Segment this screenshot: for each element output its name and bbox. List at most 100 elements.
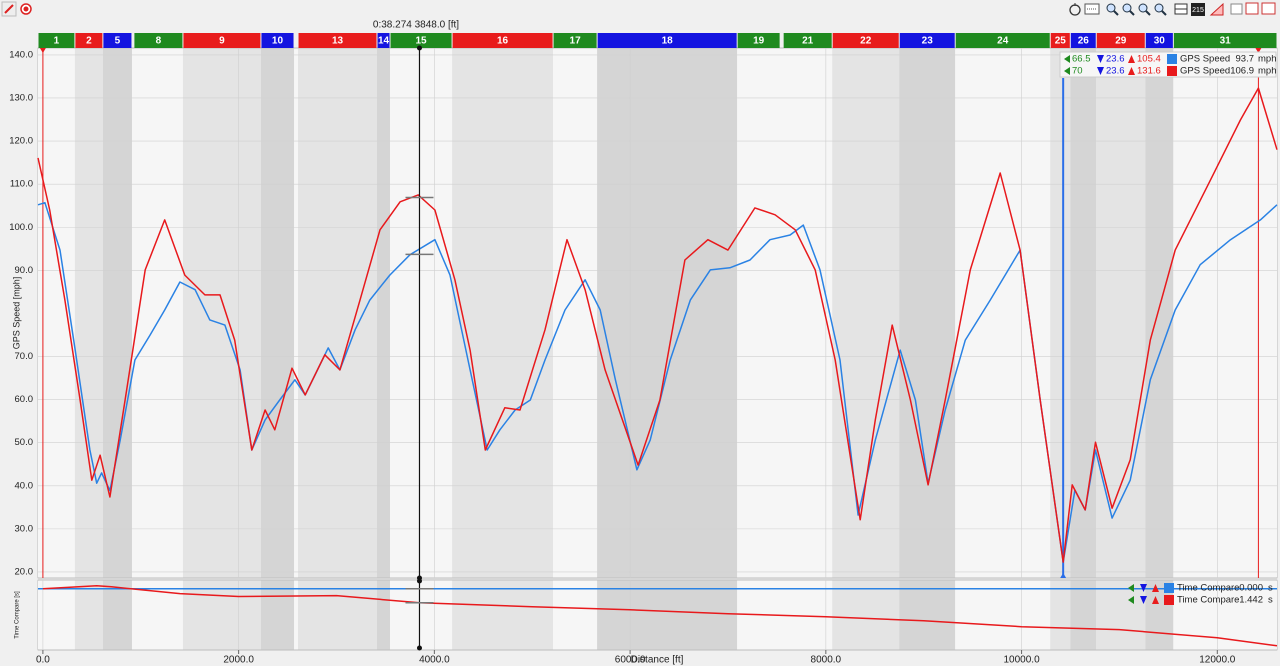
section-label: 17 xyxy=(570,36,582,47)
y-tick-label: 60.0 xyxy=(15,394,34,405)
marker-triangle xyxy=(39,48,46,53)
x-tick-label: 2000.0 xyxy=(223,655,254,666)
y-tick-label: 40.0 xyxy=(15,480,34,491)
y-tick-label: 20.0 xyxy=(15,566,34,577)
max-icon xyxy=(1128,55,1135,63)
section-label: 19 xyxy=(753,36,765,47)
x-tick-label: 10000.0 xyxy=(1003,655,1040,666)
legend-min: 23.6 xyxy=(1106,54,1125,65)
section-band xyxy=(377,48,391,578)
section-band xyxy=(74,580,103,650)
legend-max: 131.6 xyxy=(1137,66,1161,77)
section-band xyxy=(260,48,295,578)
section-block xyxy=(390,33,452,48)
section-band xyxy=(553,580,598,650)
y-tick-label: 30.0 xyxy=(15,523,34,534)
legend-value: 106.9 xyxy=(1230,66,1254,77)
section-label: 15 xyxy=(415,36,427,47)
section-block xyxy=(183,33,261,48)
section-band xyxy=(38,48,75,578)
legend-name: Time Compare xyxy=(1177,595,1239,606)
legend-max: 105.4 xyxy=(1137,54,1161,65)
cursor-handle xyxy=(416,45,422,51)
section-band xyxy=(832,48,900,578)
section-band xyxy=(737,48,781,578)
section-block xyxy=(832,33,899,48)
section-band xyxy=(832,580,900,650)
section-block xyxy=(1050,33,1070,48)
y-tick-label: 120.0 xyxy=(9,136,33,147)
cursor-handle xyxy=(416,578,422,584)
section-block xyxy=(452,33,553,48)
section-label: 13 xyxy=(332,36,344,47)
section-band xyxy=(133,48,183,578)
section-band xyxy=(182,48,261,578)
stopwatch-icon[interactable] xyxy=(1069,3,1081,16)
section-label: 5 xyxy=(115,36,121,47)
section-band xyxy=(597,48,738,578)
section-block xyxy=(783,33,832,48)
series-line xyxy=(42,584,1278,647)
zoom-icon[interactable] xyxy=(1106,3,1119,16)
legend-value: -1.442 xyxy=(1236,595,1263,606)
section-label: 1 xyxy=(54,36,60,47)
min-icon xyxy=(1097,55,1104,63)
section-band xyxy=(38,580,75,650)
legend-swatch xyxy=(1167,66,1177,76)
section-label: 18 xyxy=(662,36,674,47)
toolbar: 215 xyxy=(1,1,1276,17)
section-block xyxy=(553,33,597,48)
y-tick-label: 100.0 xyxy=(9,222,33,233)
section-band xyxy=(260,580,295,650)
section-block xyxy=(597,33,737,48)
legend-name: GPS Speed xyxy=(1180,66,1230,77)
section-label: 2 xyxy=(86,36,92,47)
legend-swatch xyxy=(1167,54,1177,64)
y-axis-label: Time Compare [s] xyxy=(15,591,21,639)
min-icon xyxy=(1140,584,1147,592)
min-icon xyxy=(1097,67,1104,75)
legend-value: 0.000 xyxy=(1239,583,1263,594)
layout-icon[interactable] xyxy=(1174,3,1188,15)
section-label: 24 xyxy=(997,36,1009,47)
section-band xyxy=(1096,580,1146,650)
x-tick-label: 6000.0 xyxy=(615,655,646,666)
x-axis-label: Distance [ft] xyxy=(631,655,684,666)
section-band xyxy=(1070,580,1097,650)
x-tick-label: 12000.0 xyxy=(1199,655,1236,666)
section-band xyxy=(74,48,103,578)
area-icon[interactable] xyxy=(1209,2,1224,16)
zoom-out-icon[interactable] xyxy=(1138,3,1151,16)
legend-avg: 66.5 xyxy=(1072,54,1091,65)
y-tick-label: 90.0 xyxy=(15,265,34,276)
ruler-icon[interactable] xyxy=(1084,3,1100,15)
tool-icon[interactable] xyxy=(1,1,17,17)
section-band xyxy=(1173,580,1277,650)
cursor-handle xyxy=(416,645,422,651)
section-label: 14 xyxy=(378,36,390,47)
max-icon xyxy=(1128,67,1135,75)
section-block xyxy=(261,33,294,48)
x-tick-label: 0.0 xyxy=(36,655,50,666)
legend-value: 93.7 xyxy=(1236,54,1255,65)
window-icons[interactable] xyxy=(1230,2,1276,15)
series-line xyxy=(37,87,1278,563)
record-icon[interactable] xyxy=(20,3,32,15)
badge-icon[interactable] xyxy=(1191,3,1205,16)
y-tick-label: 110.0 xyxy=(10,179,33,190)
section-band xyxy=(1145,48,1174,578)
section-band xyxy=(298,48,378,578)
legend-swatch xyxy=(1164,595,1174,605)
zoom-fit-icon[interactable] xyxy=(1154,3,1167,16)
x-tick-label: 4000.0 xyxy=(419,655,450,666)
section-label: 9 xyxy=(219,36,225,47)
min-icon xyxy=(1140,596,1147,604)
section-block xyxy=(737,33,780,48)
max-icon xyxy=(1152,596,1159,604)
y-axis-label: GPS Speed [mph] xyxy=(11,277,21,350)
zoom-in-icon[interactable] xyxy=(1122,3,1135,16)
section-block xyxy=(38,33,75,48)
cursor-label: 0:38.274 3848.0 [ft] xyxy=(373,20,459,31)
section-band xyxy=(955,580,1051,650)
